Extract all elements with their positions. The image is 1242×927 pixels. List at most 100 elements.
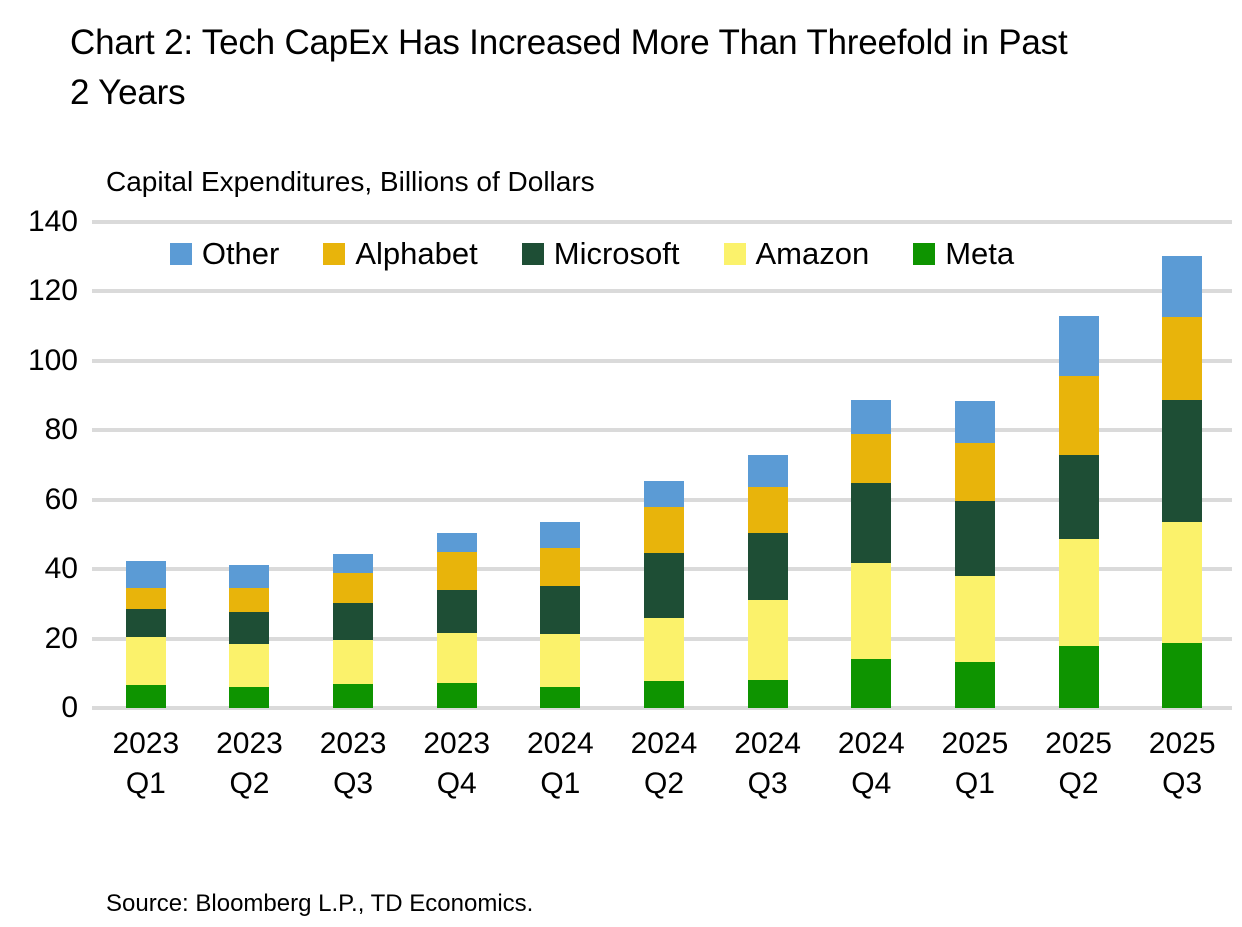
x-axis-tick-line: 2023 <box>216 727 283 760</box>
bar-segment-amazon[interactable] <box>436 633 477 684</box>
legend-swatch-amazon-icon <box>723 242 746 265</box>
bar-segment-alphabet[interactable] <box>747 486 788 534</box>
bar-2024-q4[interactable] <box>851 400 892 708</box>
bar-2025-q2[interactable] <box>1058 316 1099 708</box>
legend-item-microsoft[interactable]: Microsoft <box>521 238 680 269</box>
bar-segment-microsoft[interactable] <box>229 611 270 645</box>
x-axis-tick-label: 2025 Q2 <box>1019 724 1139 803</box>
bar-2025-q1[interactable] <box>954 401 995 708</box>
bar-segment-meta[interactable] <box>333 684 374 708</box>
bar-segment-meta[interactable] <box>644 680 684 708</box>
bar-segment-other[interactable] <box>1162 256 1203 318</box>
x-axis-tick-line: Q3 <box>1162 766 1203 800</box>
bar-segment-meta[interactable] <box>229 687 270 708</box>
bar-segment-other[interactable] <box>644 481 684 508</box>
page-title: Chart 2: Tech CapEx Has Increased More T… <box>70 23 1068 112</box>
y-axis-tick-label: 140 <box>27 205 78 238</box>
bar-segment-microsoft[interactable] <box>1162 400 1203 522</box>
bar-segment-amazon[interactable] <box>1162 521 1203 644</box>
bar-segment-other[interactable] <box>436 533 477 552</box>
bar-segment-alphabet[interactable] <box>1162 317 1203 401</box>
bar-segment-meta[interactable] <box>954 661 995 708</box>
bar-segment-alphabet[interactable] <box>229 587 270 612</box>
bar-segment-alphabet[interactable] <box>333 573 374 604</box>
bar-2025-q3[interactable] <box>1162 256 1203 708</box>
bar-segment-alphabet[interactable] <box>851 433 892 484</box>
bar-segment-other[interactable] <box>954 401 995 444</box>
x-axis-tick-line: 2025 <box>1148 727 1216 760</box>
bar-segment-other[interactable] <box>333 553 374 573</box>
legend-item-meta[interactable]: Meta <box>913 238 1014 269</box>
y-axis-tick-label: 20 <box>44 621 78 655</box>
bar-segment-alphabet[interactable] <box>644 507 684 554</box>
bar-segment-microsoft[interactable] <box>436 590 477 634</box>
bar-segment-meta[interactable] <box>540 687 581 708</box>
x-axis-tick-line: 2024 <box>734 727 801 760</box>
legend-swatch-microsoft-icon <box>521 242 544 265</box>
bar-segment-other[interactable] <box>125 560 166 588</box>
bar-segment-microsoft[interactable] <box>954 501 995 577</box>
bar-segment-amazon[interactable] <box>540 634 581 688</box>
bar-segment-alphabet[interactable] <box>954 443 995 502</box>
gridline <box>92 706 1232 710</box>
bar-segment-microsoft[interactable] <box>540 586 581 635</box>
bar-segment-amazon[interactable] <box>851 562 892 660</box>
x-axis-tick-line: Q4 <box>436 766 477 800</box>
bar-segment-alphabet[interactable] <box>540 548 581 587</box>
bar-segment-amazon[interactable] <box>644 618 684 681</box>
legend-swatch-other-icon <box>169 242 192 265</box>
x-axis-tick-label: 2025 Q1 <box>915 724 1035 803</box>
bar-2023-q3[interactable] <box>333 553 374 708</box>
x-axis-tick-label: 2023 Q4 <box>397 724 517 803</box>
bar-segment-amazon[interactable] <box>125 636 166 686</box>
bar-2024-q3[interactable] <box>747 455 788 708</box>
x-axis-tick-line: Q2 <box>1058 766 1099 800</box>
bar-segment-microsoft[interactable] <box>1058 454 1099 539</box>
bar-segment-meta[interactable] <box>436 683 477 708</box>
x-axis-tick-label: 2023 Q1 <box>86 724 206 803</box>
legend-label: Alphabet <box>355 236 478 271</box>
bar-segment-other[interactable] <box>1058 316 1099 377</box>
bar-segment-microsoft[interactable] <box>125 609 166 637</box>
bar-segment-amazon[interactable] <box>229 644 270 688</box>
plot-area <box>92 220 1232 710</box>
bar-segment-microsoft[interactable] <box>851 483 892 563</box>
y-axis-tick-label: 40 <box>44 552 78 586</box>
bar-segment-meta[interactable] <box>125 685 166 708</box>
bar-segment-meta[interactable] <box>1162 643 1203 708</box>
bar-segment-alphabet[interactable] <box>125 587 166 610</box>
bar-segment-amazon[interactable] <box>747 600 788 680</box>
x-axis-tick-label: 2023 Q2 <box>189 724 309 803</box>
x-axis-tick-line: Q2 <box>229 766 270 800</box>
chart-subtitle: Capital Expenditures, Billions of Dollar… <box>106 166 595 197</box>
legend-item-alphabet[interactable]: Alphabet <box>323 236 478 271</box>
bar-segment-amazon[interactable] <box>1058 538 1099 646</box>
bar-2023-q4[interactable] <box>436 533 477 708</box>
gridline <box>92 289 1232 294</box>
y-axis-tick-label: 100 <box>27 343 78 377</box>
bar-segment-amazon[interactable] <box>333 639 374 685</box>
bar-2023-q1[interactable] <box>125 560 166 708</box>
x-axis-tick-line: 2024 <box>630 727 698 760</box>
bar-segment-other[interactable] <box>229 565 270 588</box>
legend-item-other[interactable]: Other <box>169 238 279 269</box>
legend-item-amazon[interactable]: Amazon <box>723 236 870 271</box>
bar-segment-other[interactable] <box>747 455 788 487</box>
bar-segment-other[interactable] <box>540 521 581 548</box>
bar-segment-meta[interactable] <box>851 659 892 708</box>
x-axis-tick-line: 2023 <box>112 727 180 760</box>
bar-segment-microsoft[interactable] <box>644 553 684 619</box>
bar-segment-alphabet[interactable] <box>436 551 477 590</box>
bar-segment-microsoft[interactable] <box>333 603 374 640</box>
bar-segment-other[interactable] <box>851 400 892 434</box>
legend-label: Amazon <box>755 236 870 271</box>
bar-2024-q1[interactable] <box>540 521 581 708</box>
bar-segment-meta[interactable] <box>1058 645 1099 708</box>
bar-2024-q2[interactable] <box>644 481 684 708</box>
bar-segment-meta[interactable] <box>747 679 788 708</box>
bar-segment-amazon[interactable] <box>954 576 995 662</box>
x-axis-tick-line: 2025 <box>1045 727 1112 760</box>
bar-segment-alphabet[interactable] <box>1058 376 1099 455</box>
bar-segment-microsoft[interactable] <box>747 533 788 601</box>
bar-2023-q2[interactable] <box>229 565 270 708</box>
